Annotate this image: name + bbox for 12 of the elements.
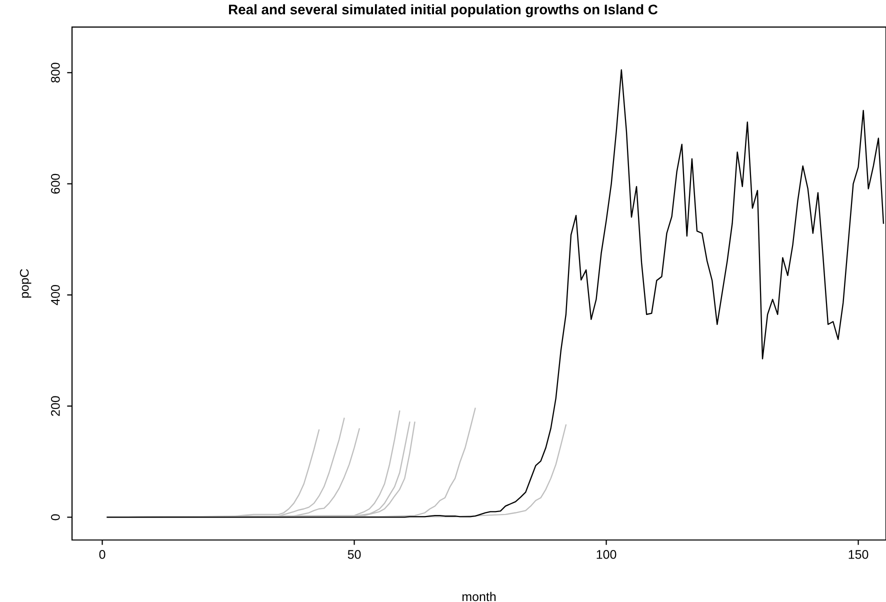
chart-title: Real and several simulated initial population growths on Island C (229, 4, 658, 18)
y-tick-label: 400 (50, 284, 60, 306)
x-tick-label: 100 (596, 550, 616, 559)
y-tick-label: 200 (50, 396, 60, 416)
x-tick-label: 0 (99, 550, 106, 559)
y-tick-label: 0 (50, 514, 60, 520)
y-axis-title: popC (20, 269, 32, 298)
y-tick-label: 800 (50, 62, 60, 83)
x-tick-label: 150 (848, 550, 868, 559)
x-axis-title: month (462, 592, 496, 602)
y-tick-label: 600 (50, 174, 60, 194)
x-tick-label: 50 (348, 550, 361, 559)
